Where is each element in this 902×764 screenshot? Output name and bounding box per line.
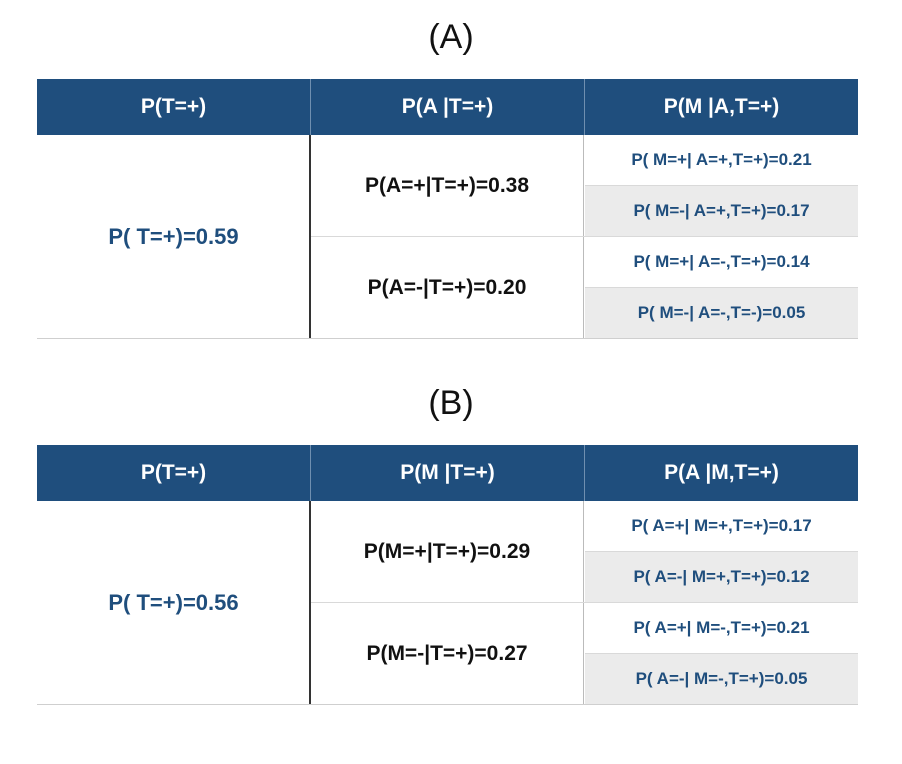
column-divider <box>309 501 311 705</box>
conditional-cell: P(M=+|T=+)=0.29 <box>363 539 531 563</box>
joint-conditional-cell: P( M=-| A=+,T=+)=0.17 <box>585 186 858 236</box>
header-cell: P(T=+) <box>140 461 207 484</box>
table-header: P(T=+) P(A |T=+) P(M |A,T=+) <box>37 79 858 135</box>
table-bottom-border <box>37 704 858 705</box>
header-cell: P(M |T=+) <box>400 461 495 484</box>
column-divider <box>583 501 584 705</box>
joint-conditional-cell: P( A=+| M=+,T=+)=0.17 <box>631 516 812 535</box>
conditional-cell: P(M=-|T=+)=0.27 <box>366 641 528 665</box>
header-cell: P(A |T=+) <box>401 95 494 118</box>
conditional-cell: P(A=-|T=+)=0.20 <box>367 275 527 299</box>
table-bottom-border <box>37 338 858 339</box>
row-divider <box>311 602 858 603</box>
row-divider <box>585 287 858 288</box>
row-divider <box>311 236 858 237</box>
header-cell: P(T=+) <box>140 95 207 118</box>
probability-table-a: P(T=+) P(A |T=+) P(M |A,T=+) P( T=+)=0.5… <box>37 79 858 339</box>
header-cell: P(A |M,T=+) <box>664 461 779 484</box>
column-divider <box>309 135 311 339</box>
row-divider <box>585 653 858 654</box>
table-body: P( T=+)=0.56 P(M=+|T=+)=0.29 P(M=-|T=+)=… <box>37 501 858 705</box>
probability-table-b: P(T=+) P(M |T=+) P(A |M,T=+) P( T=+)=0.5… <box>37 445 858 705</box>
row-divider <box>585 551 858 552</box>
table-body: P( T=+)=0.59 P(A=+|T=+)=0.38 P(A=-|T=+)=… <box>37 135 858 339</box>
column-divider <box>583 135 584 339</box>
row-divider <box>585 185 858 186</box>
joint-conditional-cell: P( M=+| A=-,T=+)=0.14 <box>633 252 810 271</box>
joint-conditional-cell: P( M=+| A=+,T=+)=0.21 <box>631 150 812 169</box>
header-cell: P(M |A,T=+) <box>663 95 780 118</box>
joint-conditional-cell: P( A=-| M=+,T=+)=0.12 <box>585 552 858 602</box>
joint-conditional-cell: P( A=+| M=-,T=+)=0.21 <box>633 618 810 637</box>
table-header: P(T=+) P(M |T=+) P(A |M,T=+) <box>37 445 858 501</box>
joint-conditional-cell: P( A=-| M=-,T=+)=0.05 <box>585 654 858 704</box>
joint-conditional-cell: P( M=-| A=-,T=-)=0.05 <box>585 288 858 338</box>
prior-cell: P( T=+)=0.56 <box>108 589 239 615</box>
prior-cell: P( T=+)=0.59 <box>108 223 239 249</box>
conditional-cell: P(A=+|T=+)=0.38 <box>364 173 530 197</box>
panel-label-a: (A) <box>428 18 474 56</box>
panel-label-b: (B) <box>428 384 474 422</box>
